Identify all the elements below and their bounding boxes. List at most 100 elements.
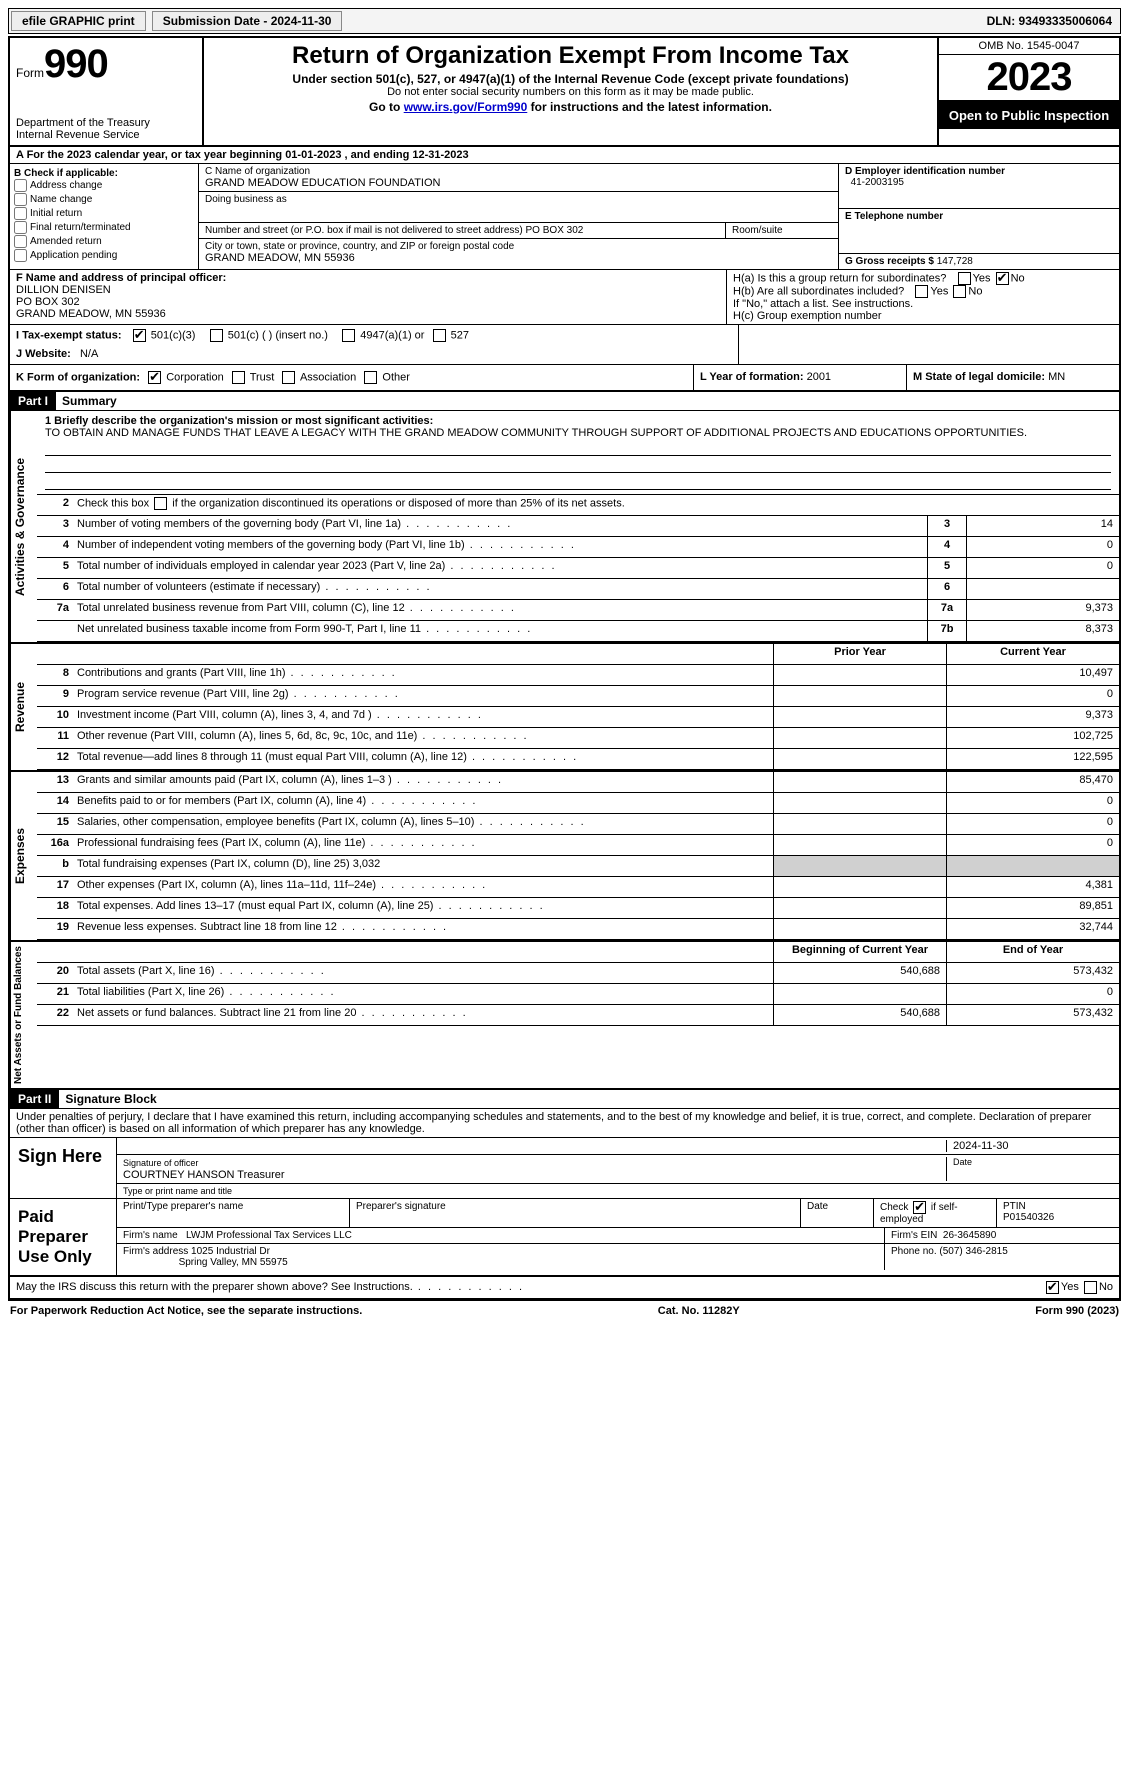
chk-trust[interactable] [232, 371, 245, 384]
hb-yes-checkbox[interactable] [915, 285, 928, 298]
line-text: Total unrelated business revenue from Pa… [73, 600, 927, 620]
dba-cell: Doing business as [199, 192, 838, 223]
vlabel-expenses: Expenses [10, 772, 37, 940]
fhi-row: F Name and address of principal officer:… [10, 270, 1119, 325]
website-value: N/A [80, 348, 98, 360]
line-value: 0 [967, 558, 1119, 578]
net-header-row: Beginning of Current Year End of Year [37, 942, 1119, 963]
chk-name-change[interactable]: Name change [14, 193, 194, 206]
street-label: Number and street (or P.O. box if mail i… [205, 225, 523, 236]
chk-assoc[interactable] [282, 371, 295, 384]
chk-application-pending[interactable]: Application pending [14, 249, 194, 262]
line-current: 9,373 [946, 707, 1119, 727]
rev-line-8: 8 Contributions and grants (Part VIII, l… [37, 665, 1119, 686]
line-current: 4,381 [946, 877, 1119, 897]
chk-527[interactable] [433, 329, 446, 342]
line-text: Investment income (Part VIII, column (A)… [73, 707, 773, 727]
chk-address-change[interactable]: Address change [14, 179, 194, 192]
line-num: 4 [37, 537, 73, 557]
hdr-beg-year: Beginning of Current Year [773, 942, 946, 962]
line-text: Revenue less expenses. Subtract line 18 … [73, 919, 773, 939]
line-current: 32,744 [946, 919, 1119, 939]
preparer-date-label: Date [801, 1199, 874, 1227]
ha-no-checkbox[interactable] [996, 272, 1009, 285]
chk-501c[interactable] [210, 329, 223, 342]
footer-right: Form 990 (2023) [1035, 1305, 1119, 1317]
line-num: 11 [37, 728, 73, 748]
line-num: 20 [37, 963, 73, 983]
gov-line-7b: Net unrelated business taxable income fr… [37, 621, 1119, 642]
line-box: 6 [927, 579, 967, 599]
line-num: 9 [37, 686, 73, 706]
box-l: L Year of formation: 2001 [694, 365, 907, 390]
signature-block: Sign Here 2024-11-30 Signature of office… [10, 1138, 1119, 1277]
line-value [967, 579, 1119, 599]
print-name-label: Print/Type preparer's name [117, 1199, 350, 1227]
line-text: Benefits paid to or for members (Part IX… [73, 793, 773, 813]
line-num: 5 [37, 558, 73, 578]
form-container: Form 990 Department of the Treasury Inte… [8, 36, 1121, 1301]
ein-cell: D Employer identification number 41-2003… [839, 164, 1119, 209]
line-text: Total revenue—add lines 8 through 11 (mu… [73, 749, 773, 769]
phone-label: E Telephone number [845, 211, 943, 222]
line-text: Total expenses. Add lines 13–17 (must eq… [73, 898, 773, 918]
ha-yes-checkbox[interactable] [958, 272, 971, 285]
part1-header: Part I Summary [10, 392, 1119, 411]
line-2: 2 Check this box if the organization dis… [37, 495, 1119, 516]
page-footer: For Paperwork Reduction Act Notice, see … [8, 1301, 1121, 1321]
chk-amended-return[interactable]: Amended return [14, 235, 194, 248]
chk-final-return[interactable]: Final return/terminated [14, 221, 194, 234]
box-i-label: I Tax-exempt status: [16, 329, 122, 341]
sig-officer-row: Signature of officer COURTNEY HANSON Tre… [117, 1155, 1119, 1184]
exp-line-18: 18 Total expenses. Add lines 13–17 (must… [37, 898, 1119, 919]
block-bcdeg: B Check if applicable: Address change Na… [10, 164, 1119, 270]
exp-line-15: 15 Salaries, other compensation, employe… [37, 814, 1119, 835]
exp-line-14: 14 Benefits paid to or for members (Part… [37, 793, 1119, 814]
line-current [946, 856, 1119, 876]
line-text: Net unrelated business taxable income fr… [73, 621, 927, 641]
line-text: Total number of individuals employed in … [73, 558, 927, 578]
line-text: Total liabilities (Part X, line 26) [73, 984, 773, 1004]
self-emp-cell: Check if self-employed [874, 1199, 997, 1227]
line-text: Program service revenue (Part VIII, line… [73, 686, 773, 706]
vlabel-revenue: Revenue [10, 644, 37, 770]
form-number: Form 990 [16, 42, 196, 87]
line-current: 0 [946, 835, 1119, 855]
line-prior [773, 686, 946, 706]
room-cell: Room/suite [726, 223, 838, 238]
rev-line-10: 10 Investment income (Part VIII, column … [37, 707, 1119, 728]
exp-line-17: 17 Other expenses (Part IX, column (A), … [37, 877, 1119, 898]
line-text: Net assets or fund balances. Subtract li… [73, 1005, 773, 1025]
chk-4947[interactable] [342, 329, 355, 342]
discuss-no-checkbox[interactable] [1084, 1281, 1097, 1294]
part1-title: Summary [62, 394, 117, 408]
preparer-sig-label: Preparer's signature [350, 1199, 801, 1227]
submission-date-button[interactable]: Submission Date - 2024-11-30 [152, 11, 343, 31]
part2-title: Signature Block [65, 1092, 156, 1106]
chk-initial-return[interactable]: Initial return [14, 207, 194, 220]
hdr-current-year: Current Year [946, 644, 1119, 664]
hb-no-checkbox[interactable] [953, 285, 966, 298]
irs-link[interactable]: www.irs.gov/Form990 [404, 100, 528, 114]
chk-discontinued[interactable] [154, 497, 167, 510]
line-current: 0 [946, 984, 1119, 1004]
type-title-label: Type or print name and title [117, 1184, 1119, 1198]
hb-row: H(b) Are all subordinates included? Yes … [733, 285, 1113, 298]
chk-other[interactable] [364, 371, 377, 384]
efile-print-button[interactable]: efile GRAPHIC print [11, 11, 146, 31]
line-prior [773, 814, 946, 834]
discuss-yes-checkbox[interactable] [1046, 1281, 1059, 1294]
mission-label: 1 Briefly describe the organization's mi… [45, 415, 433, 427]
sig-date: 2024-11-30 [946, 1140, 1113, 1152]
line-prior: 540,688 [773, 1005, 946, 1025]
firm-addr-cell: Firm's address 1025 Industrial Dr Spring… [117, 1244, 885, 1270]
chk-self-employed[interactable] [913, 1201, 926, 1214]
chk-corp[interactable] [148, 371, 161, 384]
line-num: 14 [37, 793, 73, 813]
header-left: Form 990 Department of the Treasury Inte… [10, 38, 204, 145]
top-toolbar: efile GRAPHIC print Submission Date - 20… [8, 8, 1121, 34]
ij-row: I Tax-exempt status: 501(c)(3) 501(c) ( … [10, 325, 1119, 365]
line-box: 4 [927, 537, 967, 557]
chk-501c3[interactable] [133, 329, 146, 342]
box-f: F Name and address of principal officer:… [10, 270, 727, 324]
